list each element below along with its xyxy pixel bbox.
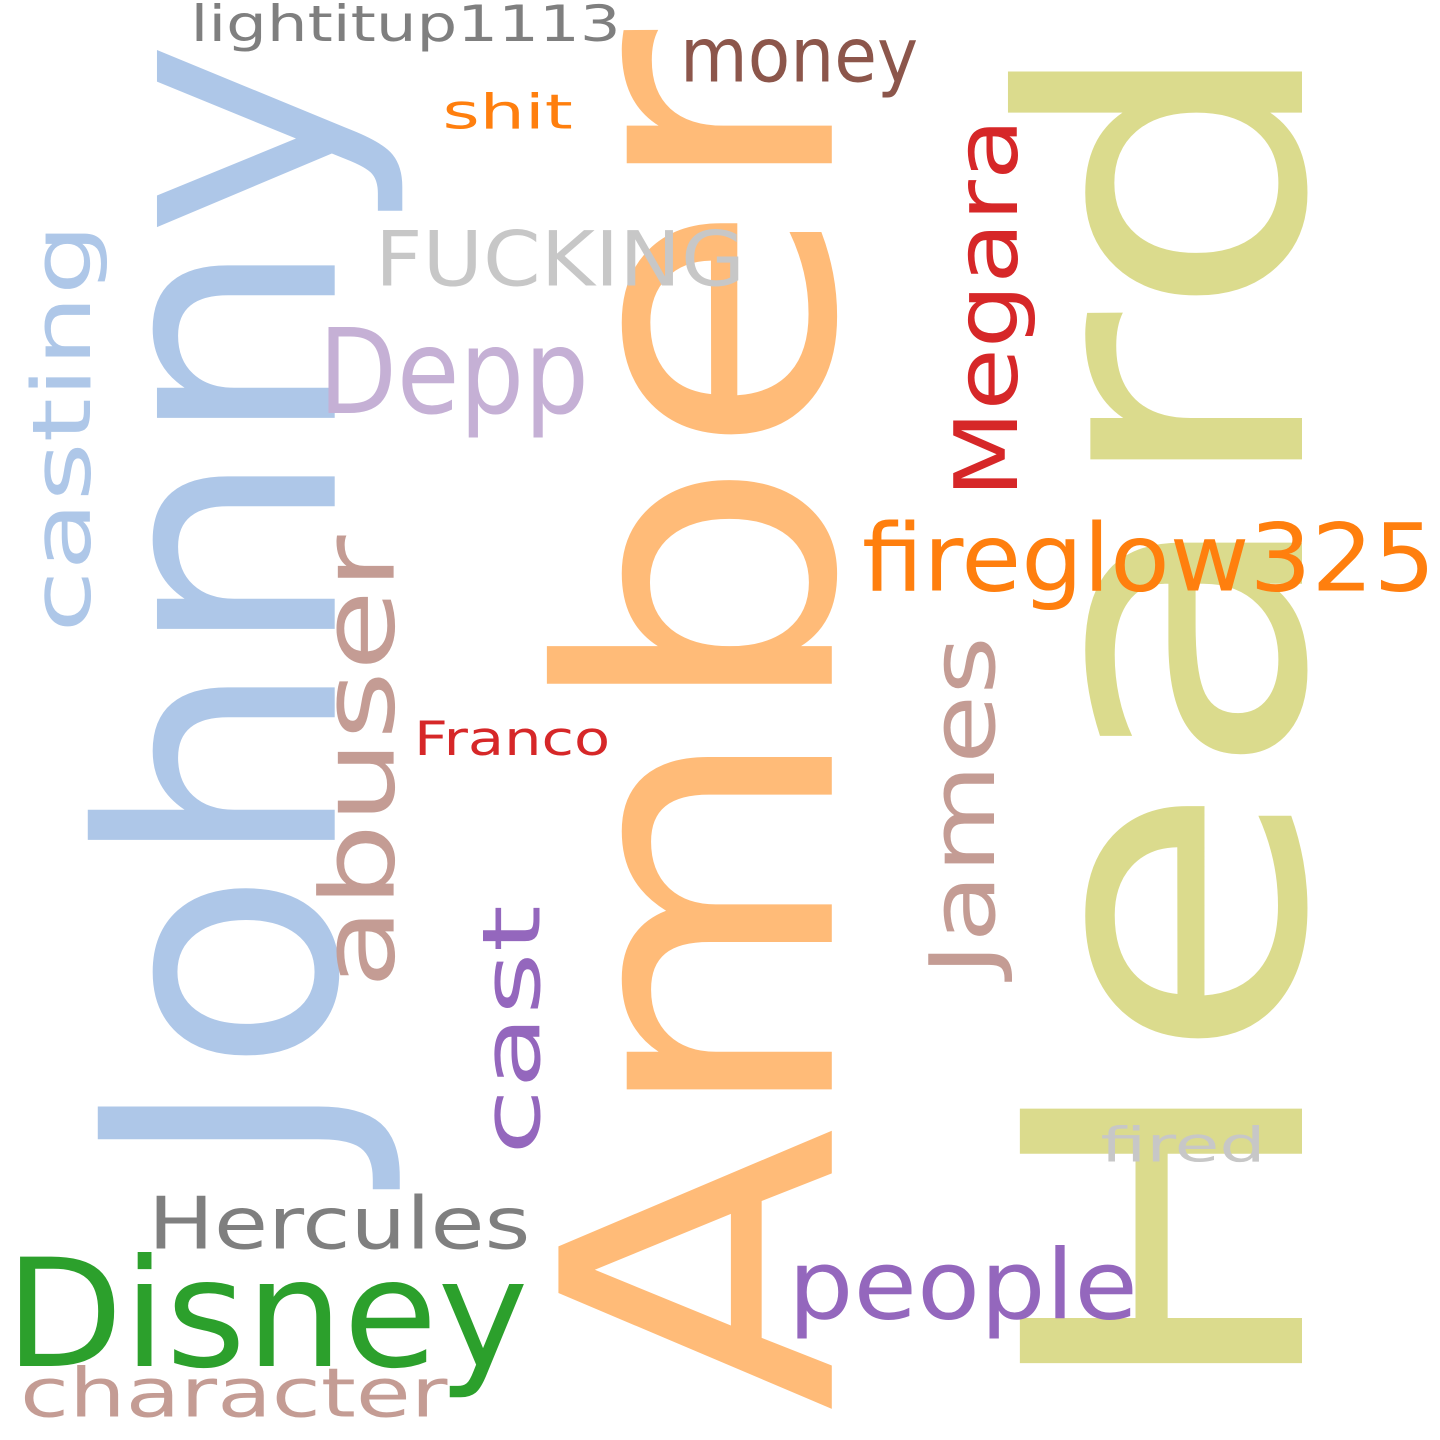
word-hercules: Hercules [147,1181,531,1266]
word-fucking: FUCKING [374,215,746,304]
word-money: money [680,11,919,100]
word-fireglow325: fireglow325 [862,503,1436,614]
word-character: character [20,1354,448,1434]
word-james: James [910,636,1016,976]
word-depp: Depp [318,304,589,442]
word-franco: Franco [413,711,611,766]
word-casting: casting [15,223,110,633]
word-shit: shit [441,84,573,140]
word-lightitup1113: lightitup1113 [189,0,621,54]
word-megara: Megara [935,118,1038,498]
word-fired: fired [1100,1118,1265,1174]
word-people: people [788,1229,1138,1342]
word-cast: cast [465,905,559,1155]
word-abuser: abuser [299,534,419,989]
word-disney: Disney [4,1228,529,1402]
